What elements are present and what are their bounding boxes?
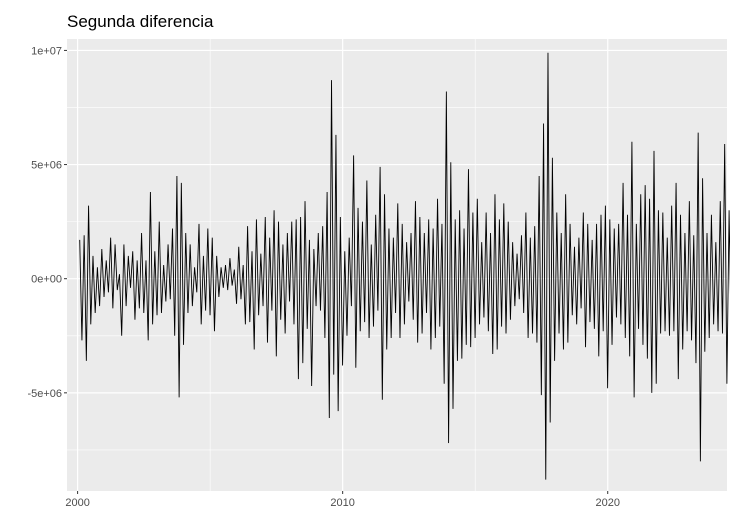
series-layer <box>79 52 730 480</box>
y-tick-label: 0e+00 <box>31 274 62 286</box>
series-line <box>79 52 730 480</box>
x-tick-label: 2000 <box>65 497 89 509</box>
x-tick-label: 2010 <box>330 497 354 509</box>
y-tick-label: 1e+07 <box>31 45 62 57</box>
chart-title: Segunda diferencia <box>67 12 214 31</box>
axis-labels: 2000 2010 2020 -5e+06 0e+00 5e+06 1e+07 <box>27 45 620 509</box>
plot-panel <box>67 39 727 491</box>
y-tick-label: -5e+06 <box>27 388 62 400</box>
y-tick-label: 5e+06 <box>31 160 62 172</box>
axis-ticks <box>64 49 609 494</box>
x-tick-label: 2020 <box>595 497 619 509</box>
